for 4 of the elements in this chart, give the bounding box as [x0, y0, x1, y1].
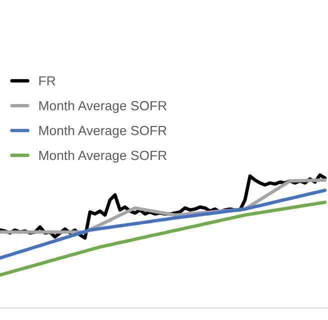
legend-label: FR — [39, 76, 56, 86]
legend-label: Month Average SOFR — [39, 100, 166, 114]
legend-label: Month Average SOFR — [39, 150, 166, 163]
legend-label: Month Average SOFR — [39, 126, 166, 138]
